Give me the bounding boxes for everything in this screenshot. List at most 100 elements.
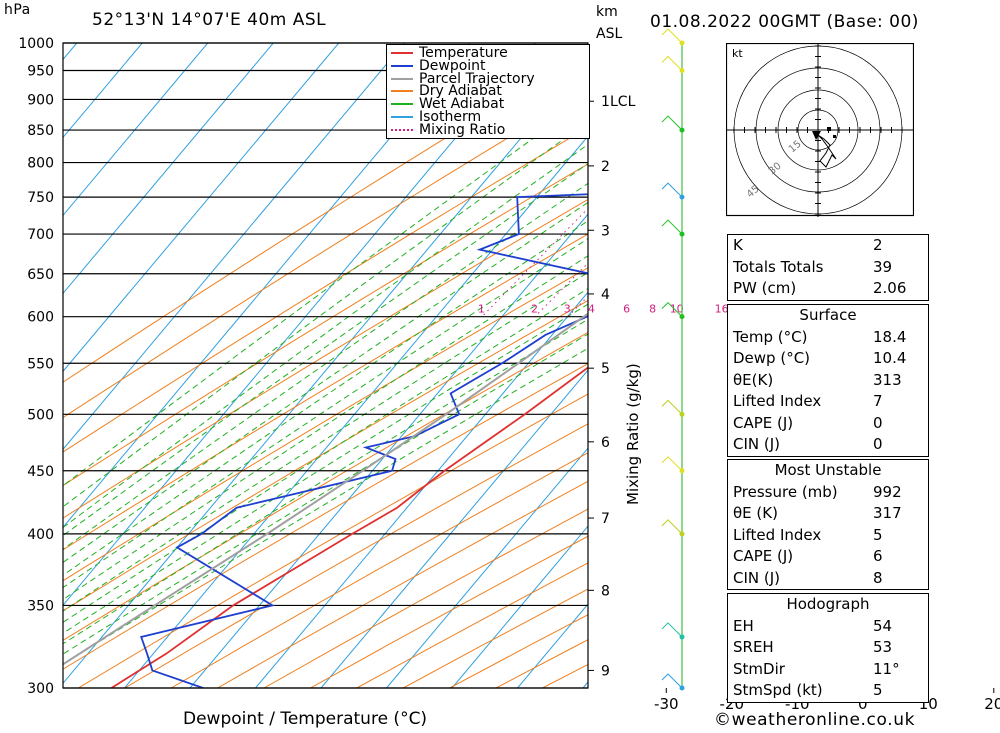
legend-swatch: [391, 103, 413, 106]
wind-barb: [661, 622, 683, 638]
km-tick-label: 8: [601, 583, 610, 599]
hodo-point: [827, 127, 831, 131]
isotherm-line: [63, 43, 209, 217]
km-tick-label: 3: [601, 223, 610, 239]
km-tick-label: 2: [601, 159, 610, 175]
pressure-tick-label: 600: [27, 310, 54, 326]
km-tick-label: 6: [601, 435, 610, 451]
isotherm-line: [320, 369, 588, 688]
temperature-line: [110, 366, 588, 688]
mixing-ratio-label: 8: [649, 303, 656, 316]
wind-barb: [661, 399, 683, 415]
wind-barb: [661, 301, 683, 318]
mixing-ratio-axis-title: Mixing Ratio (g/kg): [624, 363, 642, 505]
pressure-tick-label: 400: [27, 527, 54, 543]
hodograph: kt 15 30 45: [726, 43, 914, 217]
mixing-ratio-label: 4: [588, 303, 595, 316]
legend-swatch: [391, 77, 413, 80]
location-title: 52°13'N 14°07'E 40m ASL: [92, 10, 327, 30]
isotherm-line: [63, 43, 471, 529]
pressure-unit-label: hPa: [4, 2, 31, 18]
legend-item: Dewpoint: [391, 57, 486, 74]
isotherm-line: [63, 43, 405, 451]
dry-adiabat-line: [63, 299, 588, 612]
datetime-title: 01.08.2022 00GMT (Base: 00): [650, 12, 919, 32]
mixing-ratio-label: 16: [715, 303, 729, 316]
km-tick-label: 1: [601, 94, 610, 110]
legend-label: Parcel Trajectory: [419, 70, 535, 87]
plot-frame: [62, 42, 589, 689]
km-tick-label: 4: [601, 287, 610, 303]
hodograph-unit: kt: [732, 47, 743, 60]
dry-adiabat-line: [63, 331, 588, 641]
legend-swatch: [391, 128, 413, 131]
isotherm-line: [63, 43, 143, 139]
most-unstable-table: Most Unstable Pressure (mb) 992 θE (K) 317…: [727, 459, 929, 590]
wind-barb: [661, 519, 683, 535]
legend-label: Mixing Ratio: [419, 121, 506, 138]
height-unit-asl: ASL: [596, 26, 623, 42]
legend-label: Dewpoint: [419, 57, 486, 74]
km-tick-label: 5: [601, 361, 610, 377]
wet-adiabat-line: [63, 238, 588, 589]
mixing-ratio-label: 10: [670, 303, 684, 316]
pressure-tick-label: 1000: [18, 36, 54, 52]
legend-item: Dry Adiabat: [391, 83, 502, 100]
pressure-tick-label: 700: [27, 227, 54, 243]
wet-adiabat-line: [63, 143, 588, 529]
legend-label: Temperature: [419, 45, 508, 61]
surface-table: Surface Temp (°C) 18.4 Dewp (°C) 10.4 θE(K…: [727, 304, 929, 457]
hodo-point: [833, 135, 836, 138]
dry-adiabat-line: [63, 163, 588, 487]
legend-swatch: [391, 90, 413, 93]
mixing-ratio-label: 1: [478, 303, 485, 316]
dry-adiabat-line: [63, 363, 588, 670]
isotherm-line: [451, 525, 588, 688]
dewpoint-line: [140, 193, 588, 688]
lcl-label: LCL: [610, 94, 636, 110]
height-unit-km: km: [596, 4, 618, 20]
wet-adiabat-line: [63, 163, 588, 537]
x-tick-label: -30: [654, 695, 679, 713]
mixing-ratio-label: 6: [623, 303, 630, 316]
pressure-tick-label: 900: [27, 92, 54, 108]
legend-swatch: [391, 64, 413, 67]
pressure-tick-label: 550: [27, 356, 54, 372]
parcel-trajectory-line: [63, 312, 588, 666]
x-axis-title: Dewpoint / Temperature (°C): [183, 709, 428, 729]
wind-barb: [661, 219, 683, 235]
storm-motion-marker: [812, 131, 821, 140]
hodograph-title: Hodograph: [786, 595, 870, 613]
dry-adiabat-line: [263, 508, 588, 688]
wind-barb: [661, 182, 683, 198]
pressure-tick-label: 800: [27, 156, 54, 172]
dry-adiabat-line: [217, 480, 588, 688]
pressure-tick-label: 300: [27, 681, 54, 697]
isotherm-line: [189, 213, 588, 688]
isotherm-line: [386, 447, 588, 688]
legend-item: Wet Adiabat: [391, 97, 504, 111]
pressure-tick-label: 750: [27, 190, 54, 206]
isotherm-line: [255, 291, 588, 688]
isotherm-line: [124, 135, 588, 688]
pressure-tick-label: 350: [27, 598, 54, 614]
isotherm-line: [63, 43, 274, 295]
wet-adiabat-line: [63, 303, 588, 634]
wind-barb: [661, 115, 683, 131]
wet-adiabat-line: [63, 121, 588, 508]
hodograph-table: Hodograph EH 54 SREH 53 StmDir 11° StmSpd (…: [727, 593, 929, 703]
legend-item: Mixing Ratio: [391, 121, 506, 138]
legend-item: Temperature: [391, 45, 508, 61]
isotherm-line: [0, 43, 11, 688]
hodograph-trace: [815, 132, 837, 168]
legend-label: Dry Adiabat: [419, 83, 502, 100]
pressure-tick-label: 500: [27, 407, 54, 423]
legend-item: Isotherm: [391, 110, 481, 124]
dry-adiabat-line: [124, 423, 588, 688]
isotherm-line: [63, 57, 588, 685]
wet-adiabat-line: [63, 182, 588, 550]
pressure-tick-label: 650: [27, 267, 54, 283]
legend-swatch: [391, 52, 413, 54]
isotherm-line: [63, 43, 340, 373]
